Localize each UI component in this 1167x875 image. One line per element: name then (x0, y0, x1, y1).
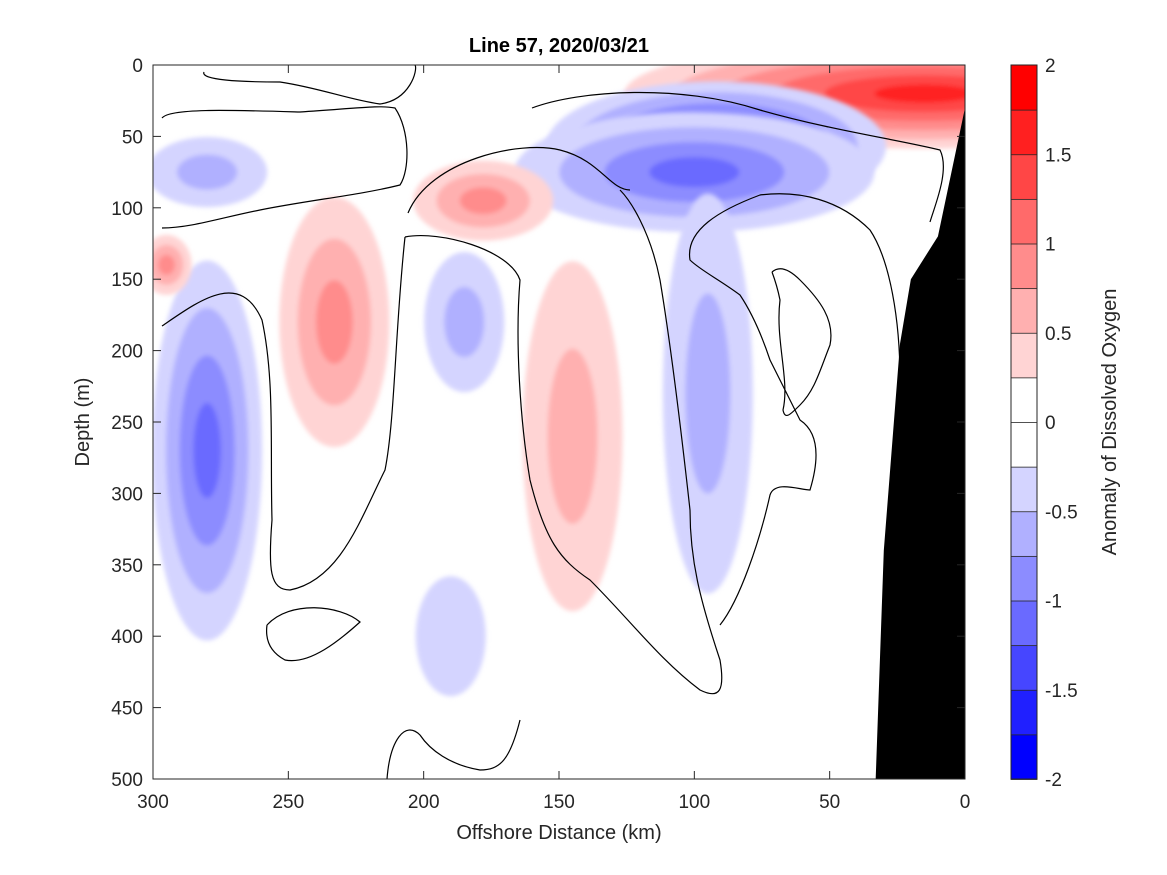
x-tick-label: 250 (272, 792, 304, 813)
x-tick-label: 150 (543, 792, 575, 813)
x-tick-label: 200 (408, 792, 440, 813)
colorbar-tick-label: -1.5 (1045, 681, 1078, 702)
y-tick-label: 300 (111, 484, 143, 505)
anomaly-level (459, 187, 507, 214)
chart-title: Line 57, 2020/03/21 (469, 35, 649, 57)
x-tick-label: 0 (960, 792, 971, 813)
colorbar-tick-label: 1 (1045, 235, 1056, 256)
colorbar-segment (1010, 243, 1038, 290)
zero-contour-line (771, 268, 832, 417)
colorbar-segment (1010, 733, 1038, 780)
y-tick-label: 250 (111, 413, 143, 434)
y-axis-label: Depth (m) (72, 378, 94, 467)
anomaly-level (444, 287, 485, 358)
colorbar-segment (1010, 109, 1038, 156)
zero-contour-line (404, 189, 723, 695)
zero-contours (161, 65, 944, 779)
colorbar-segment (1010, 644, 1038, 691)
anomaly-level (649, 157, 740, 188)
colorbar-segment (1010, 376, 1038, 423)
anomaly-level (316, 280, 353, 364)
colorbar-label: Anomaly of Dissolved Oxygen (1099, 289, 1121, 556)
bathymetry-mask (875, 107, 965, 779)
anomaly-region (415, 576, 486, 697)
colorbar-segment (1010, 555, 1038, 602)
anomaly-level (415, 576, 486, 697)
x-axis-label: Offshore Distance (km) (456, 822, 661, 844)
anomaly-level (158, 254, 175, 275)
anomaly-region (522, 261, 623, 612)
anomaly-level (547, 348, 598, 524)
x-tick-label: 300 (137, 792, 169, 813)
zero-contour-line (265, 607, 361, 662)
y-tick-label: 50 (122, 127, 143, 148)
y-axis: 0 50 100 150 200 250 300 350 400 450 500 (111, 56, 965, 791)
colorbar-segment (1010, 287, 1038, 334)
colorbar-segment (1010, 64, 1038, 111)
anomaly-region (279, 197, 390, 448)
anomaly-region (153, 137, 268, 208)
y-tick-label: 150 (111, 270, 143, 291)
anomaly-region (424, 252, 505, 393)
y-tick-label: 100 (111, 199, 143, 220)
colorbar-tick-label: 0 (1045, 413, 1056, 434)
colorbar-tick-label: -2 (1045, 770, 1062, 791)
anomaly-level (177, 154, 238, 190)
zero-contour-line (386, 719, 521, 779)
colorbar-segment (1010, 466, 1038, 513)
colorbar-segment (1010, 153, 1038, 200)
zero-contour-line (161, 236, 406, 591)
y-tick-label: 500 (111, 770, 143, 791)
colorbar-segment (1010, 600, 1038, 647)
zero-contour-line (161, 106, 408, 229)
anomaly-field (153, 65, 965, 779)
anomaly-region (153, 260, 263, 641)
x-tick-label: 100 (678, 792, 710, 813)
colorbar-frame (1010, 64, 1038, 780)
colorbar-segment (1010, 198, 1038, 245)
x-tick-label: 50 (819, 792, 840, 813)
colorbar-tick-label: 0.5 (1045, 324, 1071, 345)
y-tick-label: 400 (111, 627, 143, 648)
zero-contour-line (203, 65, 417, 105)
colorbar-segment (1010, 421, 1038, 468)
colorbar-segment (1010, 689, 1038, 736)
anomaly-level (193, 403, 221, 499)
y-tick-label: 200 (111, 342, 143, 363)
anomaly-region (153, 234, 192, 295)
y-tick-label: 350 (111, 556, 143, 577)
colorbar-segment (1010, 510, 1038, 557)
colorbar-tick-label: -1 (1045, 592, 1062, 613)
anomaly-level (874, 84, 965, 103)
anomaly-level (685, 293, 731, 494)
y-tick-label: 450 (111, 699, 143, 720)
colorbar: -2 -1.5 -1 -0.5 0 0.5 1 1.5 2 (1010, 56, 1078, 791)
colorbar-segment (1010, 332, 1038, 379)
x-axis: 300 250 200 150 100 50 0 (137, 65, 970, 813)
y-tick-label: 0 (132, 56, 143, 77)
colorbar-tick-label: 1.5 (1045, 145, 1071, 166)
anomaly-region (413, 160, 554, 241)
anomaly-region (662, 193, 753, 594)
colorbar-tick-label: 2 (1045, 56, 1056, 77)
zero-contour-line (407, 146, 631, 214)
colorbar-tick-label: -0.5 (1045, 502, 1078, 523)
zero-contour-line (531, 91, 944, 223)
zero-contour-line (689, 193, 901, 626)
